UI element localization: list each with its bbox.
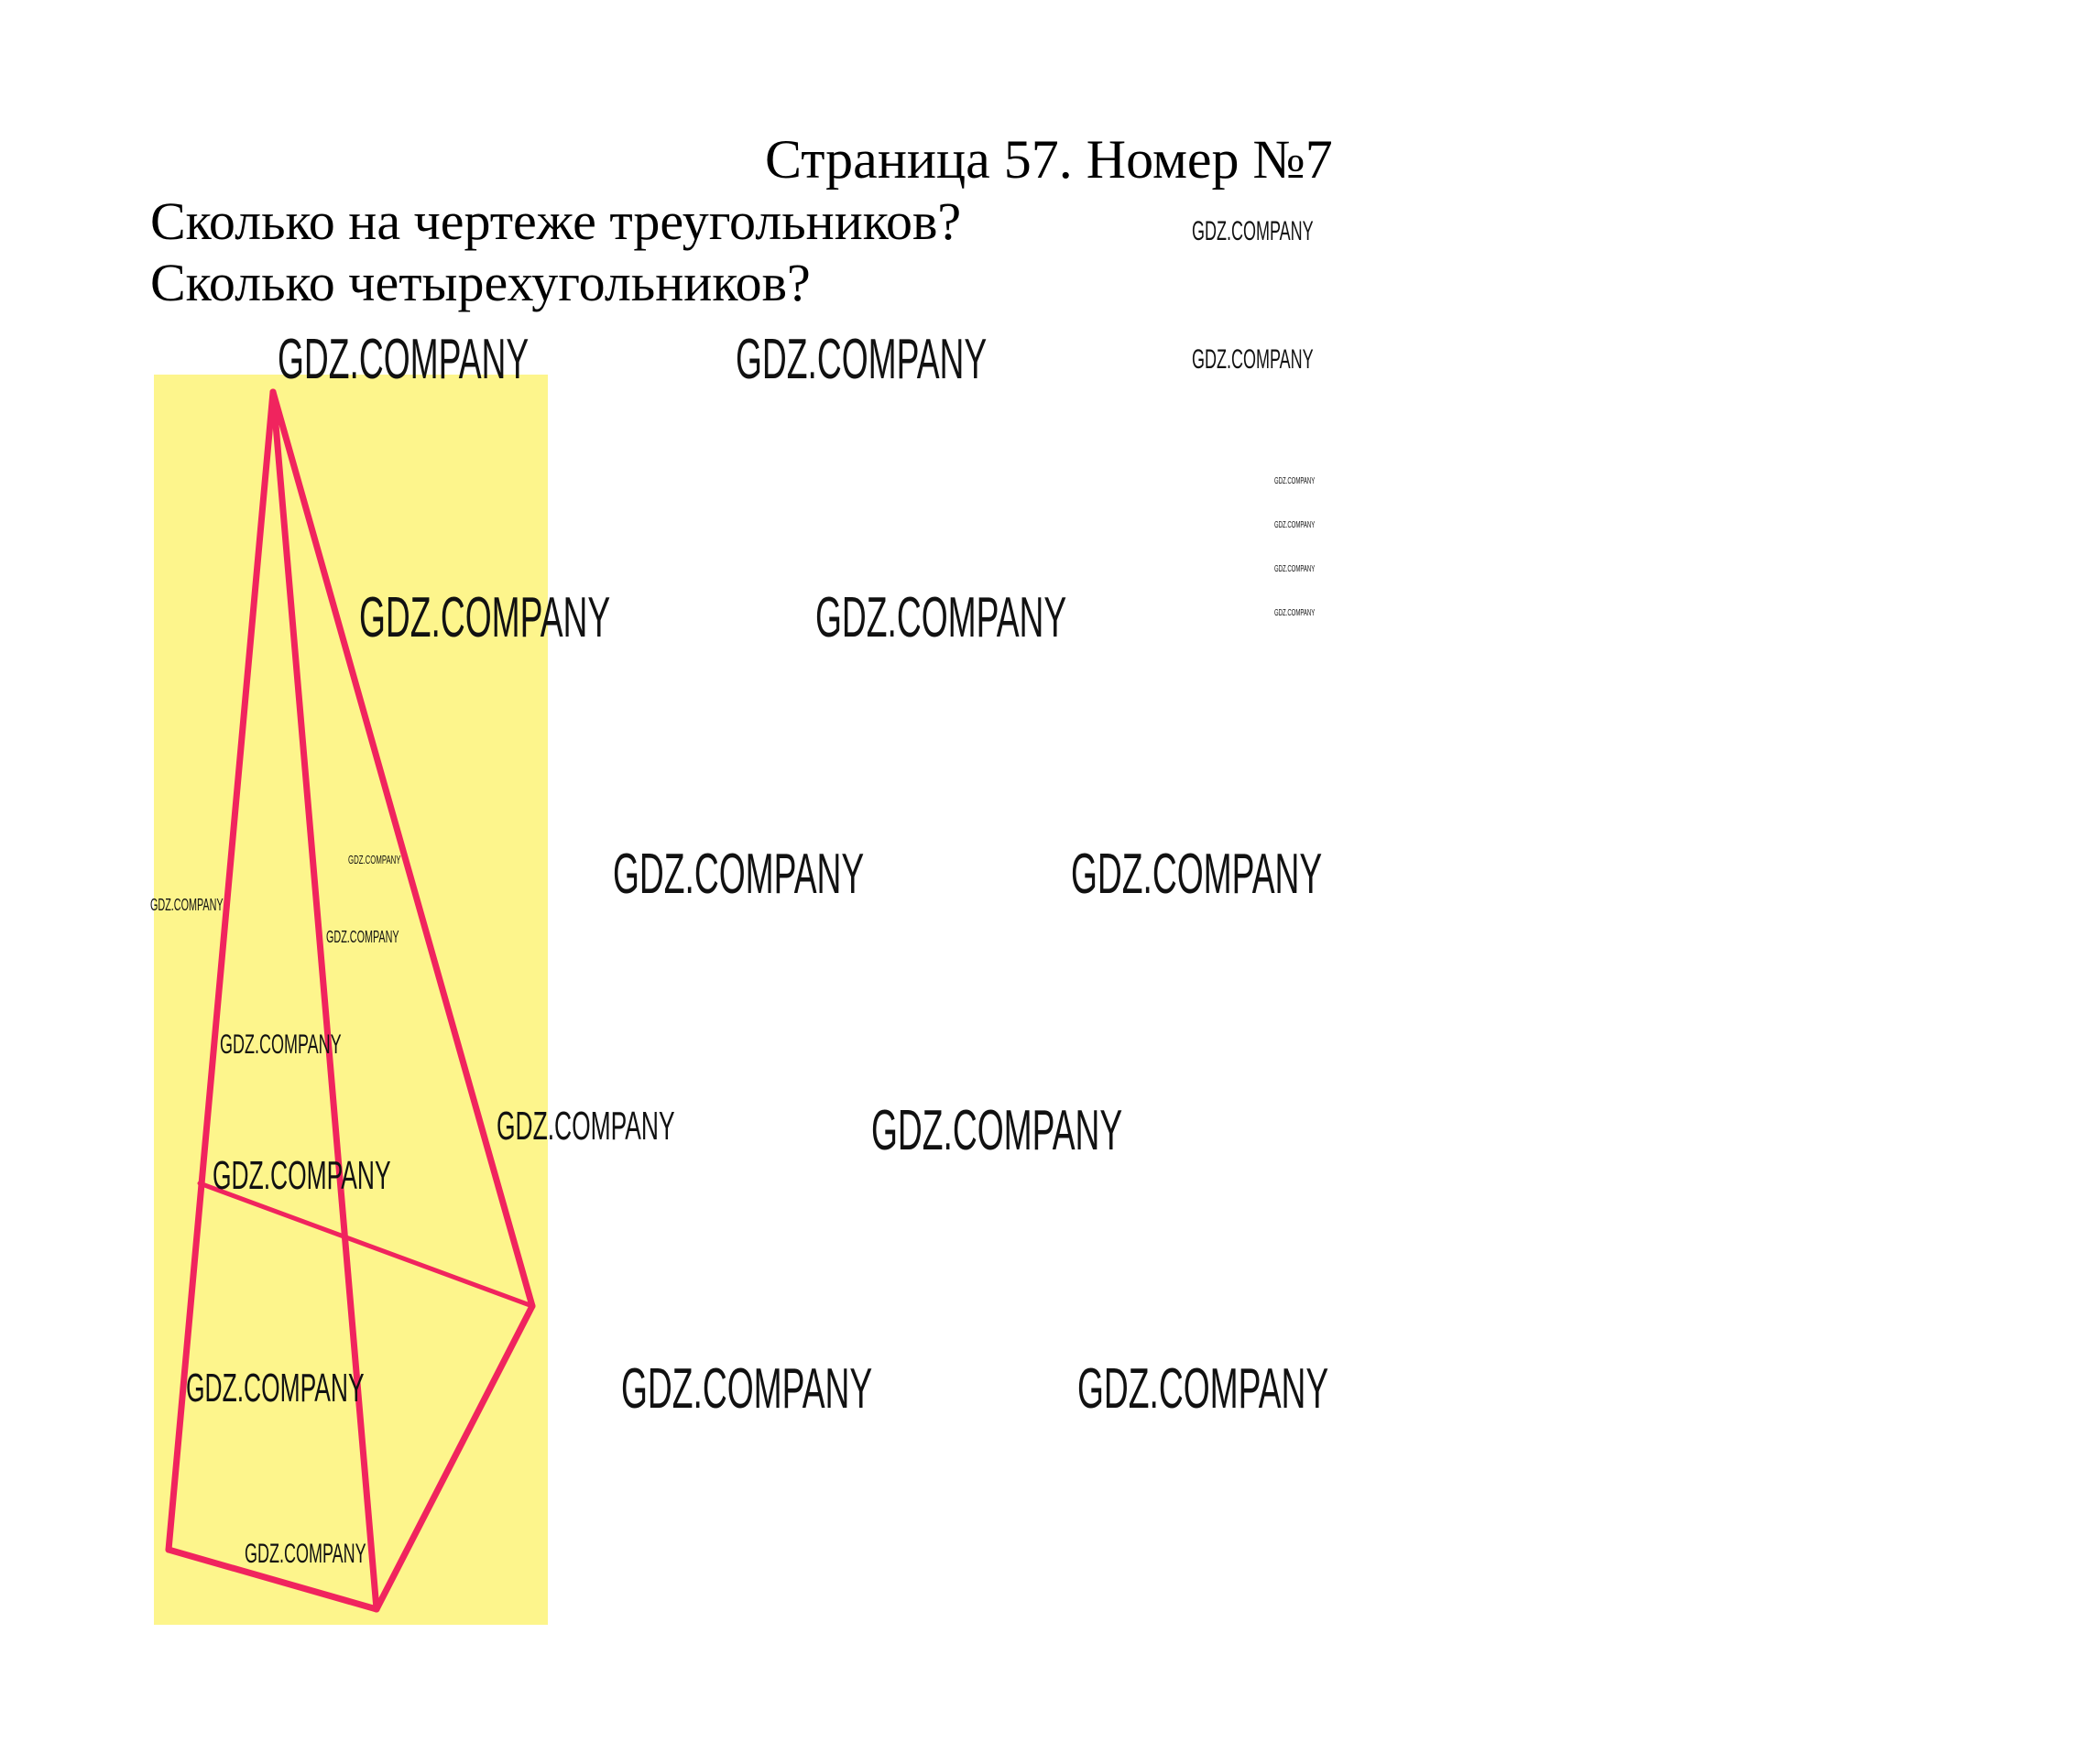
watermark: GDZ.COMPANY — [278, 328, 530, 391]
figure-background — [154, 375, 548, 1625]
watermark: GDZ.COMPANY — [736, 328, 988, 391]
watermark: GDZ.COMPANY — [1077, 1357, 1329, 1421]
watermark: GDZ.COMPANY — [359, 586, 611, 649]
watermark: GDZ.COMPANY — [1192, 344, 1314, 375]
edge-bottom-right — [373, 1302, 536, 1613]
watermark: GDZ.COMPANY — [621, 1357, 873, 1421]
edge-bottom-left-bottom — [165, 1546, 380, 1613]
watermark: GDZ.COMPANY — [348, 853, 401, 866]
watermark: GDZ.COMPANY — [1274, 476, 1316, 486]
watermark: GDZ.COMPANY — [1274, 564, 1316, 574]
watermark: GDZ.COMPANY — [613, 843, 865, 906]
watermark: GDZ.COMPANY — [1071, 843, 1323, 906]
edge-apex-right — [269, 388, 536, 1310]
watermark: GDZ.COMPANY — [815, 586, 1067, 649]
watermark: GDZ.COMPANY — [186, 1366, 365, 1410]
watermark: GDZ.COMPANY — [1274, 608, 1316, 618]
figure-lines — [165, 388, 536, 1613]
watermark: GDZ.COMPANY — [213, 1153, 391, 1198]
watermark: GDZ.COMPANY — [150, 896, 224, 914]
edge-apex-bottom — [269, 388, 380, 1613]
watermark: GDZ.COMPANY — [871, 1099, 1123, 1162]
question-quadrilaterals: Сколько четырехугольников? — [150, 253, 811, 312]
watermark: GDZ.COMPANY — [497, 1104, 675, 1149]
watermark: GDZ.COMPANY — [1192, 216, 1314, 246]
watermark: GDZ.COMPANY — [220, 1029, 342, 1060]
watermark: GDZ.COMPANY — [245, 1539, 366, 1569]
question-triangles: Сколько на чертеже треугольников? — [150, 191, 962, 251]
edge-apex-bottom-left — [165, 388, 277, 1553]
watermark: GDZ.COMPANY — [326, 928, 399, 946]
watermark: GDZ.COMPANY — [1274, 520, 1316, 530]
page-title: Страница 57. Номер №7 — [765, 129, 1333, 190]
edge-mid-right — [197, 1181, 535, 1309]
